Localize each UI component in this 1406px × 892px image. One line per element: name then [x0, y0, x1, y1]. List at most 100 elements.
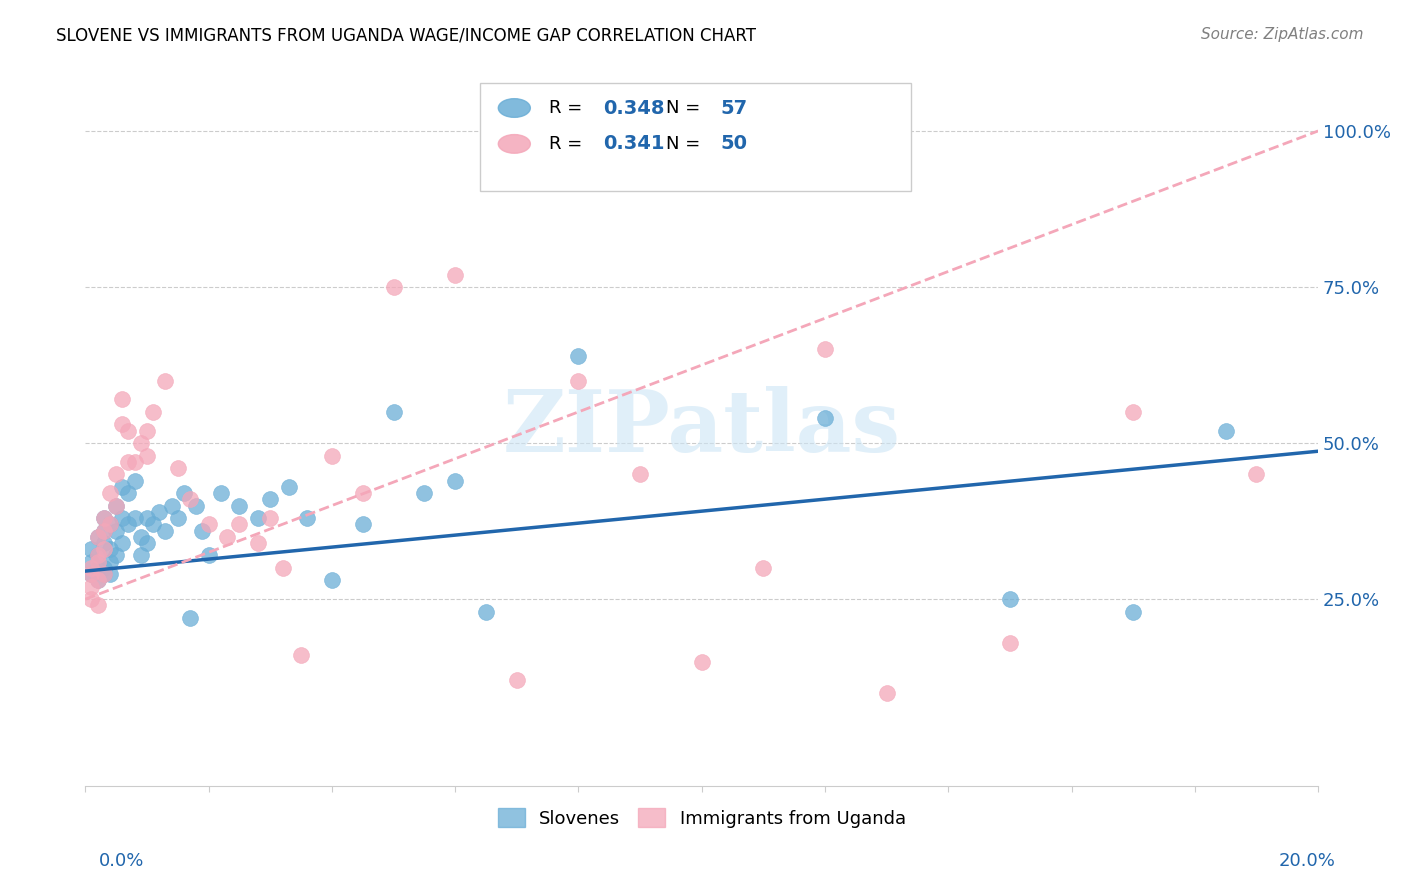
- Point: [117, 486, 139, 500]
- Circle shape: [498, 135, 530, 153]
- Point: [93, 511, 115, 525]
- Point: [191, 524, 214, 538]
- Text: 0.348: 0.348: [603, 98, 665, 118]
- Point: [271, 561, 294, 575]
- Point: [155, 374, 177, 388]
- Text: R =: R =: [548, 99, 588, 117]
- Point: [80, 561, 103, 575]
- Point: [814, 411, 837, 425]
- Point: [93, 567, 115, 582]
- Point: [246, 511, 269, 525]
- Point: [86, 574, 108, 588]
- Point: [209, 486, 232, 500]
- Point: [197, 517, 219, 532]
- Point: [155, 524, 177, 538]
- Point: [117, 455, 139, 469]
- Point: [228, 499, 250, 513]
- Point: [475, 605, 498, 619]
- Legend: Slovenes, Immigrants from Uganda: Slovenes, Immigrants from Uganda: [491, 801, 912, 835]
- Point: [1246, 467, 1268, 482]
- Point: [105, 549, 128, 563]
- Text: R =: R =: [548, 135, 588, 153]
- Text: SLOVENE VS IMMIGRANTS FROM UGANDA WAGE/INCOME GAP CORRELATION CHART: SLOVENE VS IMMIGRANTS FROM UGANDA WAGE/I…: [56, 27, 756, 45]
- Point: [111, 511, 134, 525]
- Point: [86, 599, 108, 613]
- Point: [98, 567, 121, 582]
- Text: 0.341: 0.341: [603, 135, 665, 153]
- Text: 20.0%: 20.0%: [1279, 852, 1336, 870]
- Point: [111, 480, 134, 494]
- Point: [179, 611, 201, 625]
- Point: [86, 561, 108, 575]
- Point: [98, 542, 121, 557]
- Point: [136, 424, 159, 438]
- Point: [1215, 424, 1237, 438]
- Point: [197, 549, 219, 563]
- Point: [876, 686, 898, 700]
- Point: [352, 517, 374, 532]
- Point: [124, 474, 146, 488]
- Point: [444, 268, 467, 282]
- Point: [80, 592, 103, 607]
- Point: [105, 499, 128, 513]
- Point: [86, 530, 108, 544]
- Point: [124, 455, 146, 469]
- Point: [814, 343, 837, 357]
- Point: [297, 511, 319, 525]
- Point: [93, 567, 115, 582]
- Point: [321, 574, 343, 588]
- Point: [166, 511, 188, 525]
- Text: N =: N =: [666, 99, 706, 117]
- Point: [124, 511, 146, 525]
- Circle shape: [498, 99, 530, 118]
- Point: [444, 474, 467, 488]
- Point: [93, 536, 115, 550]
- Point: [567, 349, 589, 363]
- Point: [382, 405, 405, 419]
- Point: [111, 536, 134, 550]
- Point: [105, 467, 128, 482]
- Point: [166, 461, 188, 475]
- Point: [321, 449, 343, 463]
- Point: [186, 499, 208, 513]
- Point: [179, 492, 201, 507]
- Point: [567, 374, 589, 388]
- FancyBboxPatch shape: [479, 83, 911, 191]
- Point: [277, 480, 299, 494]
- Point: [217, 530, 239, 544]
- Point: [136, 536, 159, 550]
- Point: [117, 517, 139, 532]
- Point: [752, 561, 775, 575]
- Point: [93, 561, 115, 575]
- Point: [86, 574, 108, 588]
- Text: Source: ZipAtlas.com: Source: ZipAtlas.com: [1201, 27, 1364, 42]
- Point: [105, 524, 128, 538]
- Point: [93, 542, 115, 557]
- Point: [136, 449, 159, 463]
- Point: [98, 517, 121, 532]
- Point: [506, 673, 529, 688]
- Point: [80, 555, 103, 569]
- Point: [129, 530, 152, 544]
- Point: [98, 486, 121, 500]
- Point: [129, 549, 152, 563]
- Point: [142, 405, 165, 419]
- Point: [998, 592, 1021, 607]
- Point: [246, 536, 269, 550]
- Point: [80, 567, 103, 582]
- Point: [98, 555, 121, 569]
- Point: [86, 549, 108, 563]
- Point: [105, 499, 128, 513]
- Point: [117, 424, 139, 438]
- Point: [413, 486, 436, 500]
- Text: N =: N =: [666, 135, 706, 153]
- Point: [93, 524, 115, 538]
- Point: [1122, 605, 1144, 619]
- Text: ZIPatlas: ZIPatlas: [503, 385, 901, 469]
- Point: [93, 511, 115, 525]
- Point: [80, 567, 103, 582]
- Point: [111, 392, 134, 407]
- Point: [259, 492, 281, 507]
- Point: [136, 511, 159, 525]
- Text: 57: 57: [720, 98, 748, 118]
